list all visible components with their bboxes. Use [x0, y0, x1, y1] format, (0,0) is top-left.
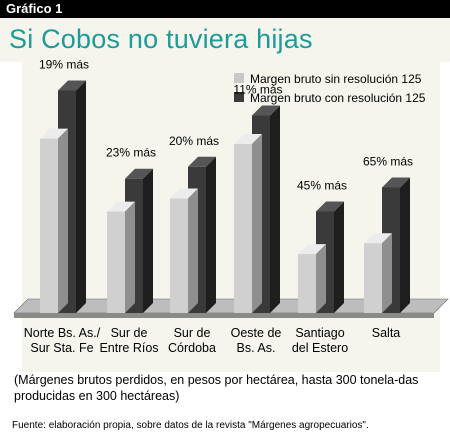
bar-con-125-side	[270, 105, 280, 314]
bar-sin-125-top	[40, 128, 68, 139]
data-label: 45% más	[297, 178, 347, 192]
bar-sin-125-top	[234, 134, 262, 145]
bar-sin-125-side	[252, 134, 262, 313]
legend-swatch	[234, 92, 244, 102]
chart-floor-edge	[14, 313, 434, 318]
data-label: 11% más	[233, 83, 282, 97]
category-label: Córdoba	[168, 341, 216, 355]
data-label: 65% más	[363, 154, 413, 168]
category-label: Sur Sta. Fe	[30, 341, 93, 355]
bar-sin-125	[298, 254, 316, 313]
category-label: Sur de	[174, 326, 211, 340]
bar-sin-125-top	[170, 188, 198, 199]
data-label: 23% más	[106, 146, 156, 160]
bar-sin-125	[170, 198, 188, 313]
title-bar	[0, 18, 450, 62]
category-label: Norte Bs. As./	[24, 326, 101, 340]
bar-sin-125-top	[364, 233, 392, 244]
bar-con-125-top	[382, 177, 410, 188]
bar-sin-125-top	[298, 244, 326, 255]
category-label: Santiago	[295, 326, 344, 340]
category-label: Sur de	[111, 326, 148, 340]
figure-label: Gráfico 1	[6, 1, 63, 16]
bar-con-125-side	[334, 201, 344, 313]
bar-sin-125	[364, 243, 382, 313]
bar-sin-125-top	[107, 201, 135, 212]
bar-con-125-side	[206, 156, 216, 313]
legend-swatch	[234, 73, 244, 83]
data-label: 20% más	[169, 134, 219, 148]
bar-con-125-top	[252, 105, 280, 116]
bar-con-125-top	[58, 80, 86, 91]
category-label: del Estero	[292, 341, 348, 355]
bar-sin-125	[107, 211, 125, 313]
bar-con-125-top	[188, 156, 216, 167]
bar-sin-125-side	[58, 128, 68, 313]
bar-sin-125-side	[188, 188, 198, 313]
bar-sin-125	[234, 144, 252, 313]
category-label: Salta	[372, 326, 401, 340]
bar-con-125-top	[125, 168, 153, 179]
category-label: Oeste de	[231, 326, 282, 340]
bar-sin-125	[40, 138, 58, 313]
bar-sin-125-side	[316, 244, 326, 313]
category-label: Bs. As.	[237, 341, 276, 355]
bar-con-125-side	[76, 80, 86, 313]
category-label: Entre Ríos	[99, 341, 158, 355]
bar-con-125-side	[400, 177, 410, 313]
plot-panel	[22, 62, 440, 372]
bar-sin-125-side	[125, 201, 135, 313]
bar-con-125-side	[143, 168, 153, 313]
header-bar: Gráfico 1	[0, 0, 450, 18]
legend-label: Margen bruto sin resolución 125	[250, 72, 422, 86]
bar-sin-125-side	[382, 233, 392, 313]
legend-label: Margen bruto con resolución 125	[250, 91, 426, 105]
data-label: 19% más	[39, 57, 89, 71]
bar-con-125-top	[316, 201, 344, 212]
chart-title: Si Cobos no tuviera hijas	[9, 24, 313, 54]
chart-source: Fuente: elaboración propia, sobre datos …	[12, 420, 369, 431]
chart-note: (Márgenes brutos perdidos, en pesos por …	[14, 373, 419, 403]
